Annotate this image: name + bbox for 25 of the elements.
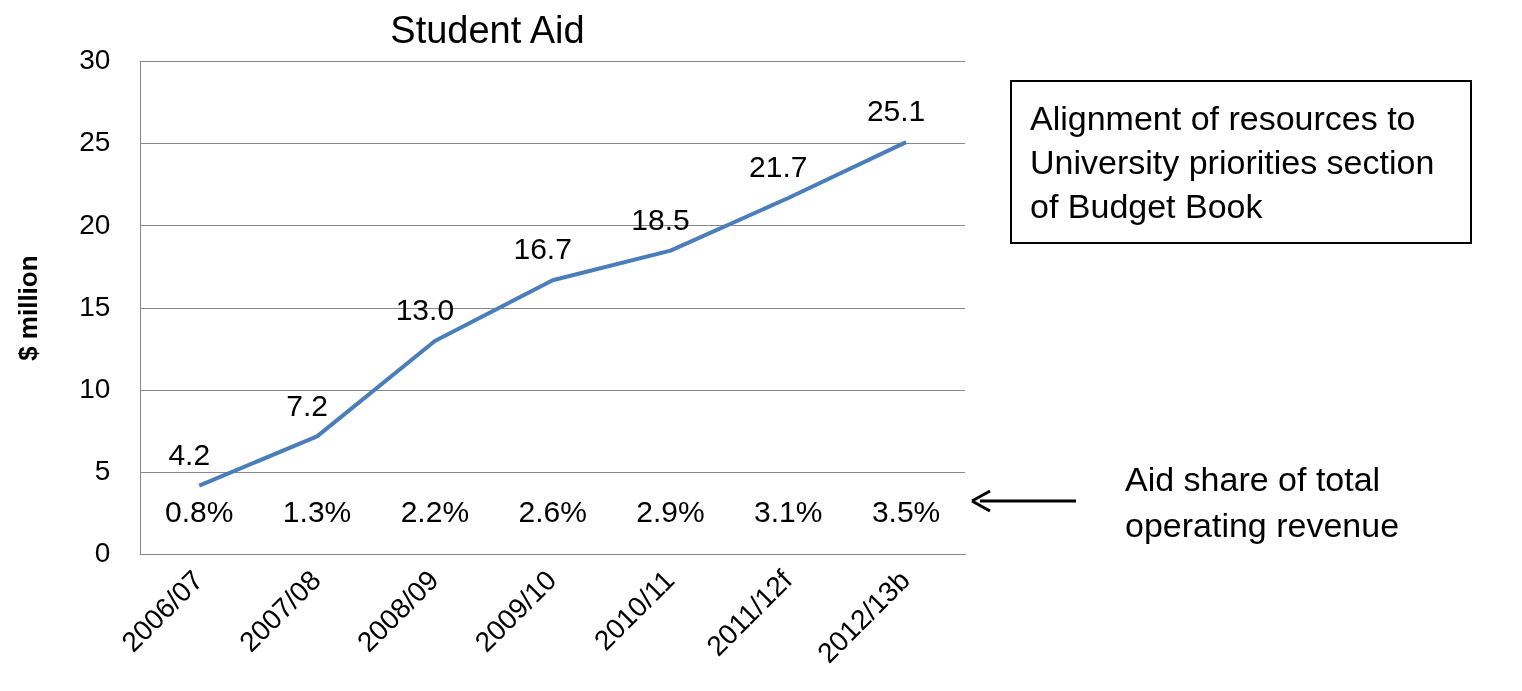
data-label: 7.2: [286, 388, 328, 422]
annotation: 1.3%: [282, 494, 352, 528]
data-label: 4.2: [168, 437, 211, 471]
y-tick-label: 25: [79, 126, 111, 158]
annotation: 0.8%: [165, 494, 234, 528]
annotation: 3.5%: [871, 494, 941, 528]
data-label: 16.7: [513, 232, 572, 266]
annotation: 2.6%: [518, 494, 587, 528]
chart-title: Student Aid: [390, 9, 585, 52]
text: Alignment of resources to University priorities section of Budget Book: [1010, 80, 1472, 244]
y-tick-label: 5: [94, 455, 111, 487]
annotation: 3.1%: [754, 494, 823, 528]
text: Aid share of total operating revenue: [1125, 459, 1401, 546]
data-label: 18.5: [631, 202, 690, 236]
annotation: 2.2%: [400, 494, 470, 528]
y-tick-label: 0: [94, 537, 111, 569]
y-axis-title: $ million: [12, 255, 43, 361]
y-tick-label: 20: [79, 208, 111, 240]
data-label: 21.7: [749, 150, 808, 184]
data-label: 13.0: [395, 293, 455, 327]
data-label: 25.1: [866, 94, 926, 128]
y-tick-label: 30: [79, 44, 111, 76]
annotation: 2.9%: [636, 494, 705, 528]
y-tick-label: 10: [79, 373, 111, 405]
y-tick-label: 15: [79, 290, 111, 322]
